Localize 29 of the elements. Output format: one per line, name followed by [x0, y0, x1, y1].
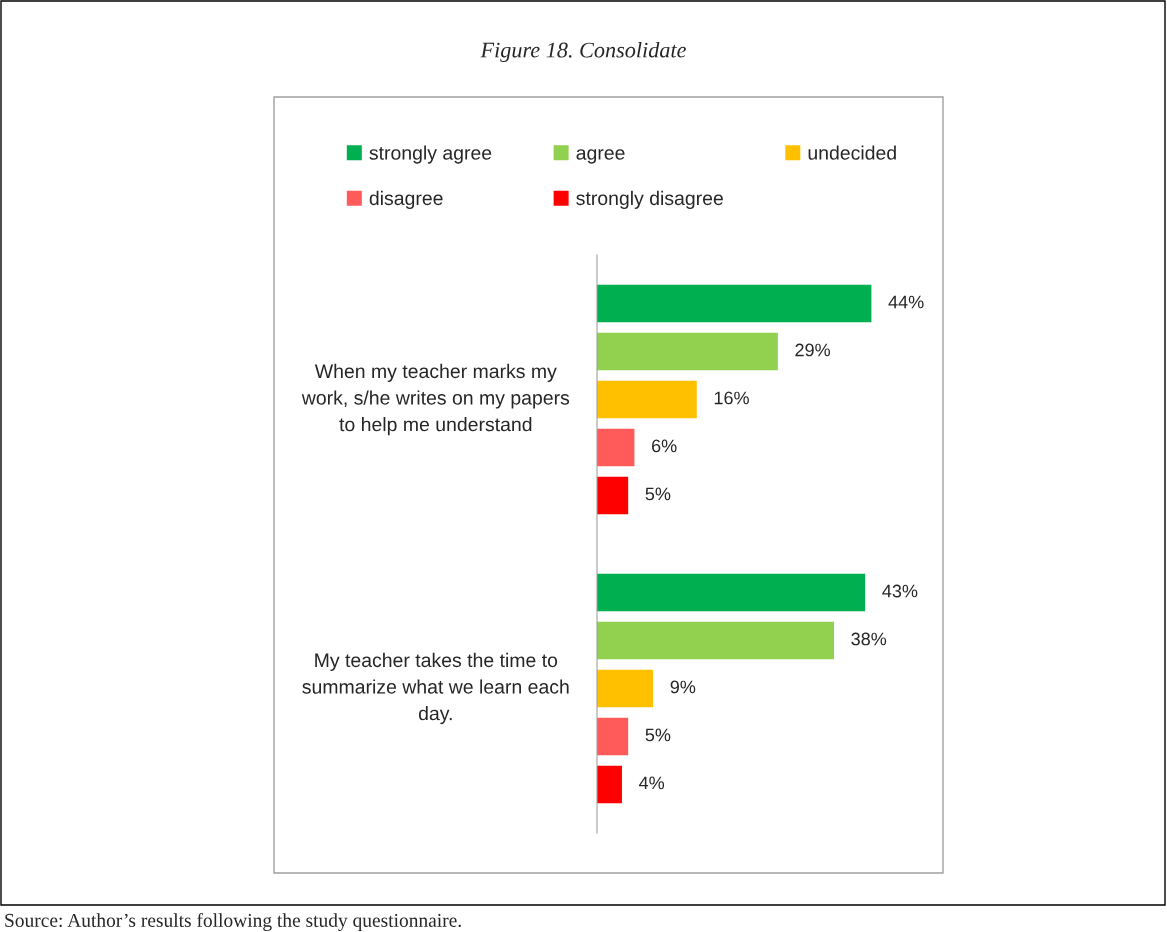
data-label: 5% [645, 728, 671, 742]
data-label: 29% [795, 343, 831, 357]
data-label: 38% [851, 632, 887, 646]
bar [597, 428, 635, 467]
data-label: 6% [652, 439, 677, 453]
bar [597, 380, 697, 419]
data-label: 5% [645, 487, 671, 501]
legend-label: undecided [808, 145, 896, 160]
chart-title: Figure 18. Consolidate [480, 41, 686, 63]
legend-label: strongly disagree [576, 190, 723, 209]
bar [597, 621, 834, 660]
data-label: 4% [639, 776, 665, 790]
source-note: Source: Author’s results following the study questionnaire. [5, 913, 461, 931]
bar [597, 332, 778, 371]
y-tick-label: When my teacher marks my work, s/he writes on my papers to help me understand [301, 363, 570, 436]
bar [597, 669, 654, 708]
bar [597, 765, 622, 804]
data-label: 44% [888, 295, 924, 309]
bar [597, 284, 872, 323]
legend-label: strongly agree [369, 145, 492, 164]
bar [597, 573, 866, 612]
data-label: 43% [882, 584, 918, 598]
legend-label: agree [576, 149, 625, 164]
legend-label: disagree [369, 190, 443, 209]
bar [597, 717, 629, 756]
data-label: 9% [670, 680, 696, 694]
data-label: 16% [714, 391, 749, 405]
y-tick-label: My teacher takes the time to summarize what we learn each day. [302, 652, 569, 725]
bar [597, 476, 629, 515]
